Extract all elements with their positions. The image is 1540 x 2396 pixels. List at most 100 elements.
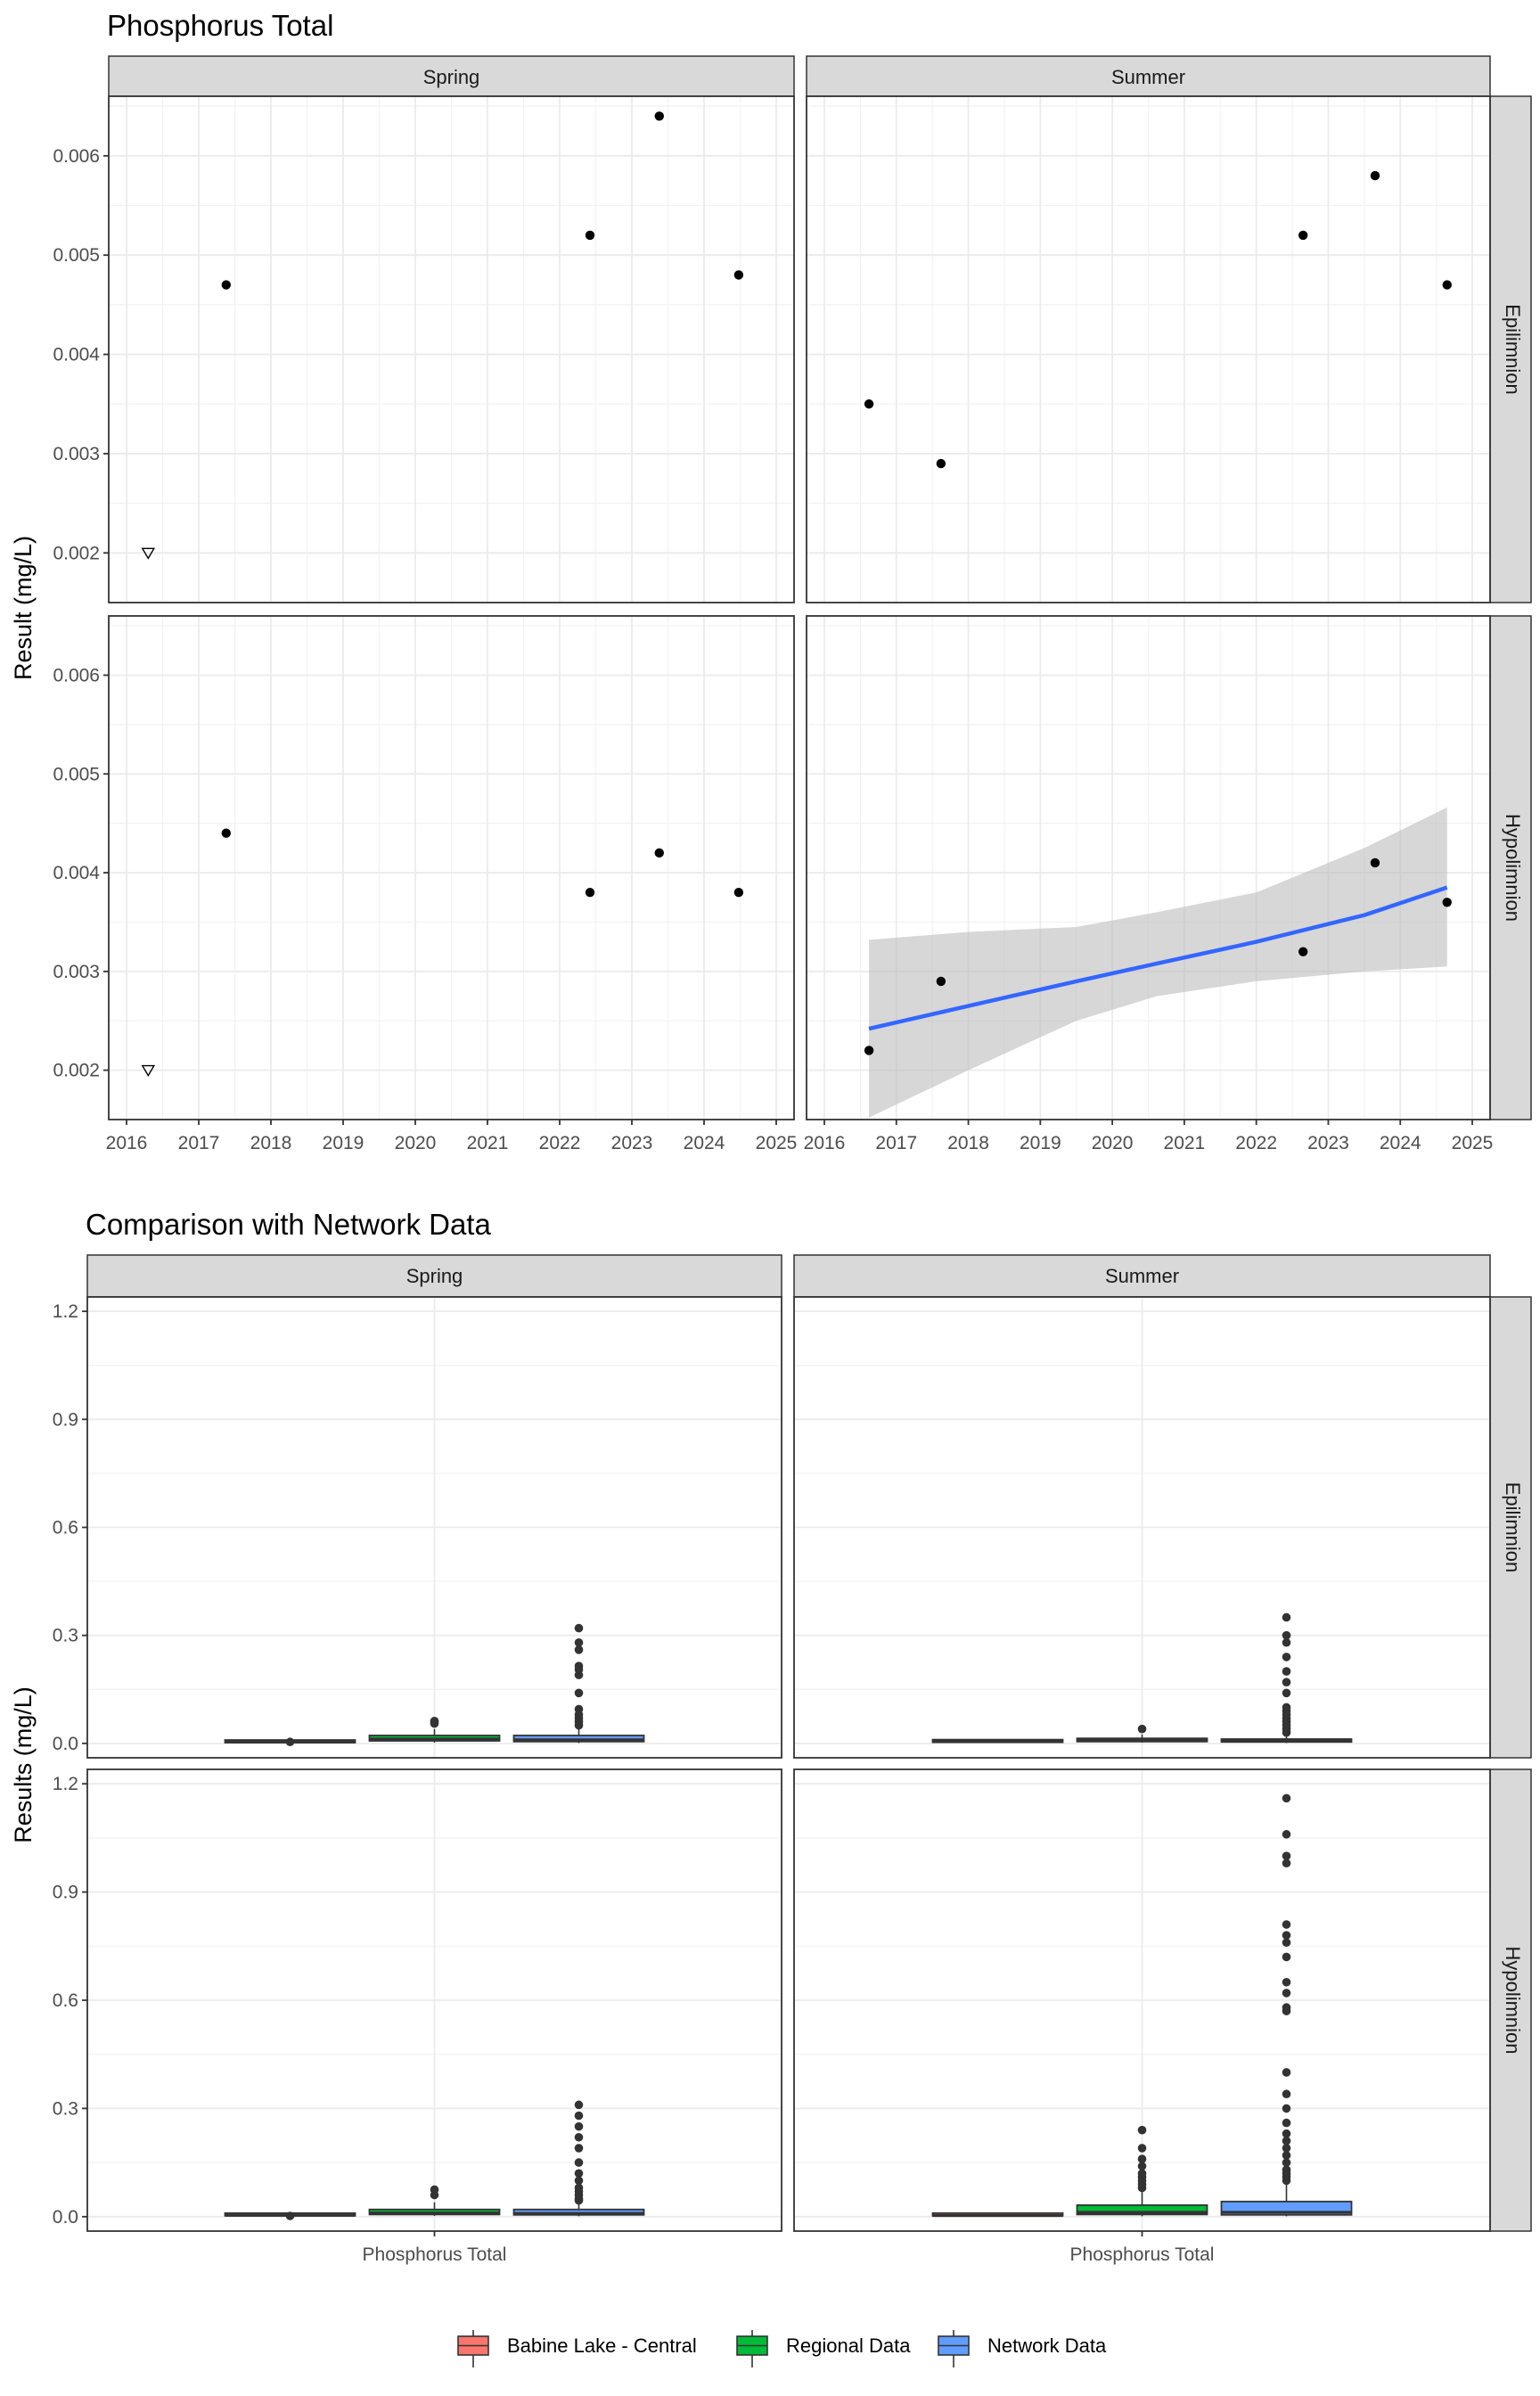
panel	[86, 1296, 782, 1759]
x-tick-label: 2022	[1235, 1133, 1277, 1153]
outlier-point	[1282, 1977, 1291, 1987]
outlier-point	[1282, 2151, 1291, 2160]
legend-item: Babine Lake - Central	[457, 2330, 697, 2367]
x-tick-label: 2025	[756, 1133, 798, 1153]
outlier-point	[1282, 2003, 1291, 2012]
outlier-point	[1282, 1653, 1291, 1662]
x-axis: Phosphorus Total Phosphorus Total	[363, 2231, 1215, 2265]
facet-strip-label: Hypolimnion	[1502, 1946, 1524, 2054]
outlier-point	[1282, 2144, 1291, 2153]
x-tick-label: 2025	[1452, 1133, 1494, 1153]
panel-marks	[931, 1612, 1353, 1744]
x-tick-label: 2018	[250, 1133, 292, 1153]
outlier-point	[574, 2158, 584, 2167]
outlier-point	[1137, 2162, 1147, 2170]
outlier-point	[574, 2121, 584, 2131]
chart-title: Phosphorus Total	[107, 9, 333, 42]
y-tick-label: 0.004	[53, 345, 100, 365]
facet-strip	[1489, 95, 1532, 603]
outlier-point	[1282, 1667, 1291, 1676]
y-axis: 0.0 0.3 0.6 0.9 1.2 0.0 0.3 0.6 0.9 1.2	[53, 1301, 87, 2228]
y-tick-label: 0.003	[53, 444, 100, 464]
panel-marks	[931, 1793, 1353, 2218]
legend-item: Network Data	[938, 2330, 1107, 2367]
legend: Babine Lake - Central Regional Data Networ…	[457, 2330, 1107, 2367]
outlier-point	[574, 2132, 584, 2142]
y-tick-label: 0.6	[53, 1990, 78, 2011]
y-tick-label: 0.004	[53, 863, 100, 883]
data-point	[864, 399, 874, 409]
trend-line	[868, 885, 1448, 1031]
data-point	[1442, 898, 1452, 907]
legend-item: Regional Data	[736, 2330, 911, 2367]
panel	[108, 95, 795, 603]
facet-strip	[108, 55, 795, 97]
x-tick-label: 2022	[539, 1133, 581, 1153]
facet-strip	[806, 55, 1491, 97]
y-tick-label: 0.9	[53, 1409, 78, 1430]
facet-strip-label: Epilimnion	[1502, 304, 1524, 395]
outlier-point	[1282, 1920, 1291, 1929]
outlier-point	[1282, 1830, 1291, 1839]
facet-strip	[1489, 1768, 1532, 2232]
panel-marks	[224, 2100, 645, 2220]
facet-strip-label: Hypolimnion	[1502, 814, 1524, 922]
x-tick-label: 2021	[467, 1133, 509, 1153]
data-point	[1442, 280, 1452, 290]
outlier-point	[574, 2169, 584, 2179]
x-tick-label: 2018	[947, 1133, 989, 1153]
outlier-point	[1137, 2144, 1147, 2153]
x-tick-label: 2020	[395, 1133, 437, 1153]
y-tick-label: 0.0	[53, 1734, 78, 1754]
facet-strip	[1489, 615, 1532, 1120]
panel-marks	[141, 828, 744, 1077]
outlier-point	[1282, 2137, 1291, 2146]
y-tick-label: 0.3	[53, 1626, 78, 1646]
data-point	[733, 270, 744, 280]
outlier-point	[1137, 2154, 1147, 2163]
data-point	[733, 887, 744, 898]
outlier-point	[1282, 2129, 1291, 2138]
panel-border	[806, 615, 1491, 1120]
facet-strip-label: Spring	[406, 1265, 463, 1287]
outlier-point	[1282, 1688, 1291, 1698]
x-tick-label: 2023	[1307, 1133, 1349, 1153]
outlier-point	[1282, 1637, 1291, 1647]
panel-marks	[864, 170, 1452, 469]
below-detection-point	[141, 1064, 156, 1077]
outlier-point	[430, 1717, 439, 1726]
data-point	[221, 280, 231, 290]
outlier-point	[574, 1688, 584, 1698]
legend-label: Regional Data	[786, 2334, 911, 2357]
x-tick-label: Phosphorus Total	[363, 2244, 507, 2265]
outlier-point	[1282, 1989, 1291, 1998]
outlier-point	[574, 2100, 584, 2110]
data-point	[585, 887, 595, 898]
data-point	[221, 828, 231, 838]
y-tick-label: 0.002	[53, 543, 100, 563]
facet-strip-label: Summer	[1105, 1265, 1179, 1287]
x-tick-label: 2016	[804, 1133, 846, 1153]
panel-marks	[864, 807, 1452, 1118]
x-tick-label: 2024	[1380, 1133, 1421, 1153]
x-tick-label: Phosphorus Total	[1070, 2244, 1215, 2265]
panel	[806, 95, 1491, 603]
panel	[108, 615, 795, 1120]
y-tick-label: 0.9	[53, 1883, 78, 1903]
outlier-point	[574, 1623, 584, 1633]
outlier-point	[574, 2176, 584, 2186]
legend-label: Babine Lake - Central	[507, 2334, 697, 2357]
panel-border	[108, 615, 795, 1120]
facet-strip	[793, 1254, 1491, 1298]
outlier-point	[1282, 2104, 1291, 2113]
x-tick-label: 2017	[875, 1133, 917, 1153]
outlier-point	[574, 1645, 584, 1654]
outlier-point	[1282, 2089, 1291, 2099]
y-tick-label: 0.006	[53, 665, 100, 685]
outlier-point	[1282, 1703, 1291, 1712]
outlier-point	[1282, 2158, 1291, 2167]
outlier-point	[1137, 2169, 1147, 2179]
y-tick-label: 0.005	[53, 764, 100, 784]
data-point	[585, 230, 595, 241]
panel-border	[793, 1296, 1491, 1759]
